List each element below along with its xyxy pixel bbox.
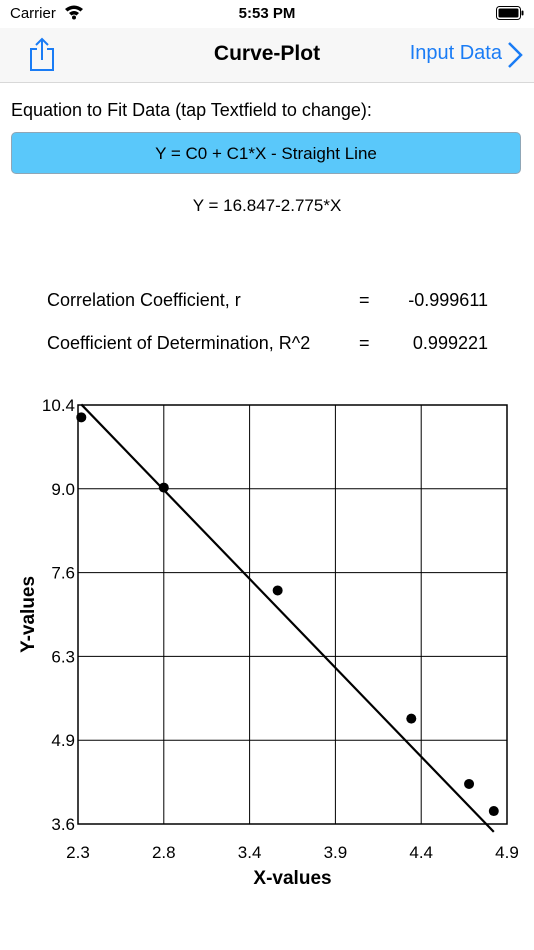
x-tick-label: 2.3: [66, 843, 90, 862]
y-tick-label: 7.6: [51, 564, 75, 583]
y-tick-label: 4.9: [51, 731, 75, 750]
navigation-bar: Curve-Plot Input Data: [0, 28, 534, 83]
wifi-icon: [64, 4, 84, 25]
chevron-right-icon[interactable]: [506, 40, 524, 75]
carrier-label: Carrier: [10, 5, 56, 22]
data-point: [406, 713, 417, 724]
y-tick-label: 9.0: [51, 480, 75, 499]
battery-icon: [496, 6, 524, 25]
data-point: [76, 412, 87, 423]
x-tick-label: 2.8: [152, 843, 176, 862]
x-tick-label: 3.4: [238, 843, 262, 862]
status-time: 5:53 PM: [238, 5, 296, 22]
x-tick-label: 4.4: [409, 843, 433, 862]
equation-textfield[interactable]: Y = C0 + C1*X - Straight Line: [11, 132, 521, 174]
status-bar: Carrier 5:53 PM: [0, 0, 534, 28]
fit-line: [80, 403, 495, 833]
fitted-equation: Y = 16.847-2.775*X: [192, 196, 342, 215]
x-axis-label: X-values: [253, 868, 331, 889]
input-data-button[interactable]: Input Data: [409, 42, 502, 64]
stat-label: Coefficient of Determination, R^2: [47, 333, 311, 353]
data-point: [464, 778, 475, 789]
x-tick-label: 3.9: [324, 843, 348, 862]
scatter-plot: 2.3 2.8 3.4 3.9 4.4 4.9 10.4 9.0 7.6 6.3 4.9 3.6 X-…: [18, 396, 519, 889]
plot-frame: [77, 404, 508, 825]
y-axis-label: Y-values: [18, 576, 39, 653]
x-tick-label: 4.9: [495, 843, 519, 862]
y-tick-label: 10.4: [42, 396, 75, 415]
stat-equals: =: [359, 290, 370, 310]
data-point: [488, 806, 499, 817]
stat-value: 0.999221: [412, 333, 488, 353]
stat-equals: =: [359, 333, 370, 353]
data-point: [272, 585, 283, 596]
share-icon[interactable]: [26, 36, 58, 74]
y-tick-label: 6.3: [51, 647, 75, 666]
data-point: [158, 482, 169, 493]
stat-label: Correlation Coefficient, r: [47, 290, 241, 310]
page-title: Curve-Plot: [213, 42, 321, 65]
y-tick-label: 3.6: [51, 815, 75, 834]
stat-value: -0.999611: [408, 290, 488, 310]
equation-label: Equation to Fit Data (tap Textfield to c…: [11, 100, 372, 120]
